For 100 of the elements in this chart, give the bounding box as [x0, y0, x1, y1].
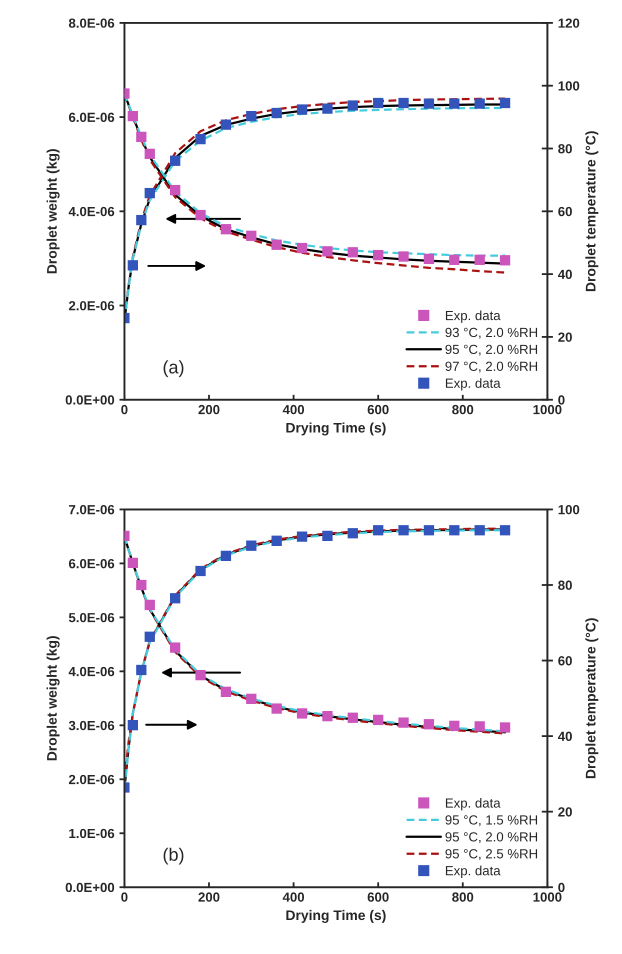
point — [500, 98, 510, 108]
y2-tick-label: 80 — [558, 580, 572, 590]
y-tick-label: 8.0E-06 — [68, 18, 114, 28]
point — [128, 720, 138, 730]
point — [170, 184, 180, 196]
point — [144, 188, 155, 198]
legend-label: 95 °C, 2.0 %RH — [445, 344, 538, 356]
point — [128, 111, 138, 122]
point — [170, 642, 180, 653]
y2-tick-label: 0 — [558, 395, 565, 405]
legend-label: Exp. data — [446, 378, 501, 390]
x-tick-label: 600 — [368, 892, 389, 902]
point — [195, 670, 206, 680]
point — [449, 720, 460, 732]
point — [449, 254, 460, 265]
y2-tick-label: 100 — [558, 505, 580, 514]
point — [170, 593, 180, 604]
point — [220, 550, 232, 562]
y2-tick-label: 80 — [558, 144, 572, 154]
point — [373, 525, 384, 536]
annotation: (b) — [164, 848, 184, 865]
x-tick-label: 800 — [452, 892, 474, 902]
point — [144, 632, 155, 642]
x-tick-label: 1000 — [534, 892, 562, 902]
point — [474, 98, 485, 109]
y2-tick-label: 40 — [558, 270, 572, 280]
point — [500, 722, 510, 733]
x-tick-label: 1000 — [534, 404, 562, 414]
point — [296, 242, 308, 254]
x-tick-label: 200 — [198, 892, 220, 902]
point — [373, 98, 384, 108]
y-tick-label: 5.0E-06 — [68, 612, 114, 622]
point — [220, 119, 232, 130]
point — [246, 540, 256, 551]
point — [136, 580, 146, 590]
point — [424, 525, 434, 536]
point — [424, 254, 434, 264]
point — [272, 536, 282, 546]
legend-label: 95 °C, 2.5 %RH — [445, 849, 538, 860]
point — [246, 694, 256, 704]
x-tick-label: 600 — [368, 404, 389, 414]
point — [195, 566, 206, 576]
point — [474, 525, 485, 536]
point — [322, 103, 333, 114]
y2-tick-label: 40 — [558, 732, 572, 742]
x-tick-label: 400 — [282, 892, 304, 902]
y-tick-label: 1.0E-06 — [69, 828, 114, 838]
y-tick-label: 6.0E-06 — [68, 558, 114, 568]
point — [144, 600, 155, 610]
point — [500, 255, 510, 266]
y2-tick-label: 60 — [558, 656, 572, 666]
point — [296, 708, 308, 719]
y-tick-label: 2.0E-06 — [68, 774, 114, 784]
point — [322, 246, 333, 256]
point — [500, 525, 510, 536]
legend-label: Exp. data — [446, 866, 501, 878]
y2-axis-title: Droplet temperature (°C) — [585, 131, 598, 292]
y-tick-label: 4.0E-06 — [68, 206, 114, 216]
point — [246, 111, 256, 122]
point — [398, 525, 409, 536]
point — [348, 528, 358, 538]
point — [220, 224, 232, 234]
point — [246, 230, 256, 241]
point — [398, 98, 409, 108]
y-tick-label: 2.0E-06 — [68, 301, 114, 310]
legend-label: 93 °C, 2.0 %RH — [445, 328, 538, 339]
point — [348, 100, 358, 111]
x-tick-label: 200 — [198, 404, 220, 414]
y-tick-label: 4.0E-06 — [68, 666, 114, 676]
y2-tick-label: 60 — [558, 206, 572, 216]
y-tick-label: 0.0E+00 — [66, 395, 114, 405]
y2-tick-label: 20 — [558, 807, 572, 817]
y2-tick-label: 0 — [558, 882, 565, 892]
legend-label: Exp. data — [446, 310, 501, 323]
y-tick-label: 3.0E-06 — [68, 720, 114, 730]
point — [373, 714, 384, 726]
x-tick-label: 0 — [121, 404, 128, 414]
y2-axis-title: Droplet temperature (°C) — [585, 618, 598, 778]
point — [424, 98, 434, 109]
point — [296, 104, 308, 115]
point — [195, 210, 206, 220]
y2-tick-label: 120 — [558, 18, 580, 28]
point — [136, 132, 146, 142]
point — [220, 686, 232, 697]
y2-tick-label: 20 — [558, 332, 572, 342]
point — [128, 558, 138, 568]
legend-label: 95 °C, 1.5 %RH — [445, 815, 538, 826]
legend-label: 95 °C, 2.0 %RH — [445, 832, 538, 844]
y2-tick-label: 100 — [558, 81, 580, 91]
legend-label: Exp. data — [446, 798, 501, 810]
legend-label: 97 °C, 2.0 %RH — [445, 362, 538, 373]
x-tick-label: 0 — [121, 892, 128, 902]
point — [195, 134, 206, 144]
point — [170, 156, 180, 166]
y-tick-label: 7.0E-06 — [69, 505, 114, 514]
point — [136, 664, 146, 676]
point — [449, 98, 460, 109]
y-tick-label: 6.0E-06 — [68, 112, 114, 122]
point — [474, 721, 485, 732]
point — [322, 530, 333, 542]
